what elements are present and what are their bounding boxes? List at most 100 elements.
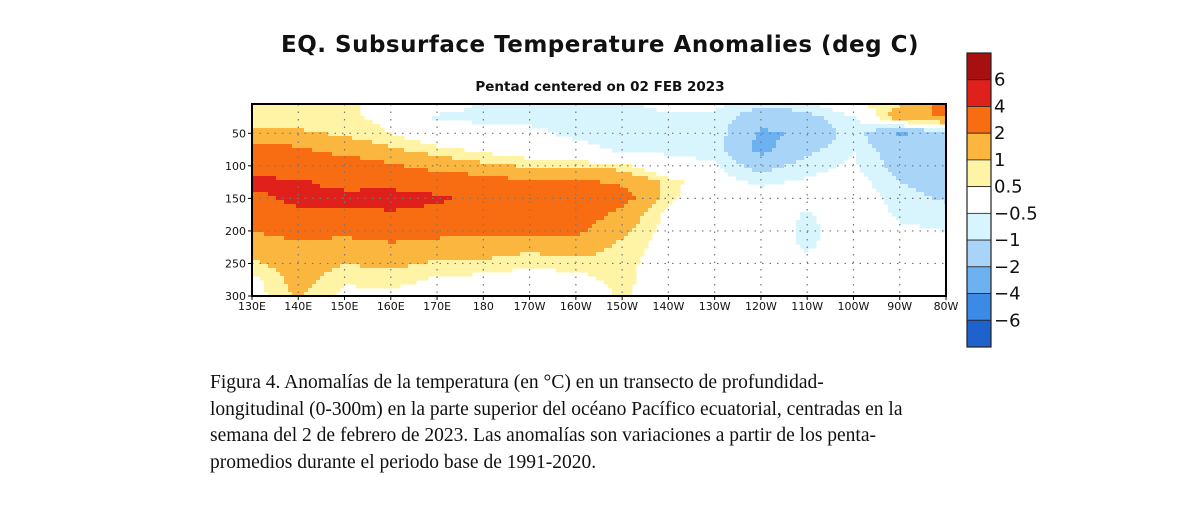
contour-cell bbox=[464, 212, 469, 217]
contour-cell bbox=[600, 244, 605, 249]
contour-cell bbox=[892, 148, 897, 153]
contour-cell bbox=[388, 144, 393, 149]
contour-cell bbox=[756, 168, 761, 173]
contour-cell bbox=[500, 208, 505, 213]
contour-cell bbox=[716, 160, 721, 165]
contour-cell bbox=[836, 124, 841, 129]
contour-cell bbox=[592, 208, 597, 213]
contour-cell bbox=[648, 132, 653, 137]
contour-cell bbox=[324, 144, 329, 149]
contour-cell bbox=[352, 252, 357, 257]
contour-cell bbox=[792, 160, 797, 165]
contour-cell bbox=[328, 224, 333, 229]
contour-cell bbox=[648, 172, 653, 177]
contour-cell bbox=[488, 212, 493, 217]
contour-cell bbox=[252, 180, 257, 185]
contour-cell bbox=[768, 144, 773, 149]
contour-cell bbox=[604, 196, 609, 201]
contour-cell bbox=[316, 132, 321, 137]
contour-cell bbox=[264, 228, 269, 233]
contour-cell bbox=[560, 176, 565, 181]
contour-cell bbox=[504, 192, 509, 197]
contour-cell bbox=[576, 220, 581, 225]
contour-cell bbox=[612, 128, 617, 133]
contour-cell bbox=[512, 264, 517, 269]
contour-cell bbox=[628, 176, 633, 181]
contour-cell bbox=[288, 272, 293, 277]
contour-cell bbox=[368, 248, 373, 253]
contour-cell bbox=[564, 172, 569, 177]
contour-cell bbox=[312, 280, 317, 285]
contour-cell bbox=[300, 132, 305, 137]
contour-cell bbox=[364, 156, 369, 161]
contour-cell bbox=[440, 184, 445, 189]
contour-cell bbox=[708, 148, 713, 153]
contour-cell bbox=[340, 180, 345, 185]
contour-cell bbox=[708, 132, 713, 137]
contour-cell bbox=[332, 280, 337, 285]
contour-cell bbox=[492, 228, 497, 233]
contour-cell bbox=[404, 188, 409, 193]
contour-cell bbox=[520, 236, 525, 241]
contour-cell bbox=[308, 192, 313, 197]
contour-cell bbox=[780, 152, 785, 157]
contour-cell bbox=[464, 232, 469, 237]
contour-cell bbox=[828, 160, 833, 165]
contour-cell bbox=[400, 272, 405, 277]
contour-cell bbox=[620, 104, 625, 109]
contour-cell bbox=[416, 204, 421, 209]
contour-cell bbox=[388, 264, 393, 269]
contour-cell bbox=[860, 144, 865, 149]
contour-cell bbox=[552, 112, 557, 117]
contour-cell bbox=[492, 252, 497, 257]
contour-cell bbox=[348, 276, 353, 281]
contour-cell bbox=[532, 240, 537, 245]
contour-cell bbox=[796, 164, 801, 169]
contour-cell bbox=[428, 180, 433, 185]
contour-cell bbox=[872, 124, 877, 129]
contour-cell bbox=[568, 116, 573, 121]
contour-cell bbox=[532, 176, 537, 181]
contour-cell bbox=[596, 180, 601, 185]
contour-cell bbox=[312, 128, 317, 133]
contour-cell bbox=[424, 268, 429, 273]
contour-cell bbox=[852, 132, 857, 137]
contour-cell bbox=[456, 112, 461, 117]
contour-cell bbox=[452, 220, 457, 225]
contour-cell bbox=[556, 216, 561, 221]
contour-cell bbox=[540, 240, 545, 245]
contour-cell bbox=[540, 244, 545, 249]
contour-cell bbox=[704, 144, 709, 149]
contour-cell bbox=[732, 136, 737, 141]
contour-cell bbox=[620, 168, 625, 173]
contour-cell bbox=[320, 204, 325, 209]
contour-cell bbox=[644, 136, 649, 141]
contour-cell bbox=[488, 228, 493, 233]
contour-cell bbox=[312, 172, 317, 177]
contour-cell bbox=[504, 228, 509, 233]
contour-cell bbox=[632, 180, 637, 185]
contour-cell bbox=[288, 268, 293, 273]
contour-cell bbox=[488, 268, 493, 273]
contour-cell bbox=[632, 196, 637, 201]
contour-cell bbox=[292, 232, 297, 237]
contour-cell bbox=[572, 208, 577, 213]
contour-cell bbox=[616, 108, 621, 113]
contour-cell bbox=[604, 228, 609, 233]
contour-cell bbox=[572, 136, 577, 141]
contour-cell bbox=[624, 124, 629, 129]
contour-cell bbox=[344, 136, 349, 141]
contour-cell bbox=[508, 160, 513, 165]
contour-cell bbox=[580, 244, 585, 249]
contour-cell bbox=[652, 112, 657, 117]
contour-cell bbox=[736, 152, 741, 157]
contour-cell bbox=[848, 116, 853, 121]
contour-cell bbox=[512, 192, 517, 197]
contour-cell bbox=[640, 248, 645, 253]
contour-cell bbox=[744, 144, 749, 149]
contour-cell bbox=[496, 228, 501, 233]
contour-cell bbox=[484, 160, 489, 165]
contour-cell bbox=[272, 216, 277, 221]
contour-cell bbox=[328, 120, 333, 125]
contour-cell bbox=[544, 260, 549, 265]
